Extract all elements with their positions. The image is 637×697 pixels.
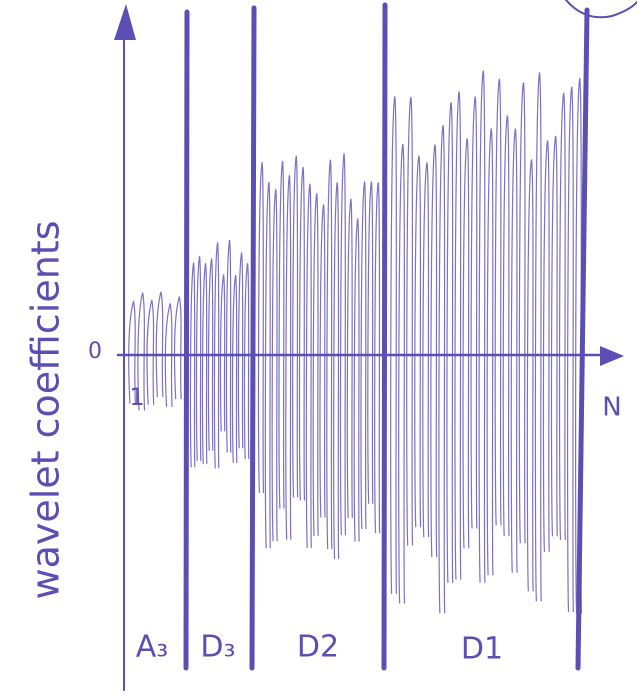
- origin-label: 0: [88, 339, 102, 364]
- scribble: [391, 71, 582, 613]
- y-axis-arrow: [114, 4, 136, 40]
- sketch: wavelet coefficients 0 1 N A₃ D₃ D2 D1: [0, 0, 637, 697]
- coefficients-scribble: [129, 71, 582, 613]
- separator: [578, 10, 587, 668]
- separator: [252, 8, 254, 668]
- separator: [384, 5, 385, 668]
- section-label: A₃: [136, 630, 169, 665]
- index-label: 1: [129, 383, 144, 411]
- y-axis-label: wavelet coefficients: [24, 220, 68, 599]
- section-label: D2: [297, 630, 339, 665]
- separator: [186, 12, 187, 668]
- section-label: D₃: [200, 630, 235, 665]
- x-axis-label: N: [602, 393, 621, 423]
- section-label: D1: [461, 632, 503, 667]
- x-axis-arrow: [600, 346, 624, 366]
- circle-fragment: [566, 0, 637, 17]
